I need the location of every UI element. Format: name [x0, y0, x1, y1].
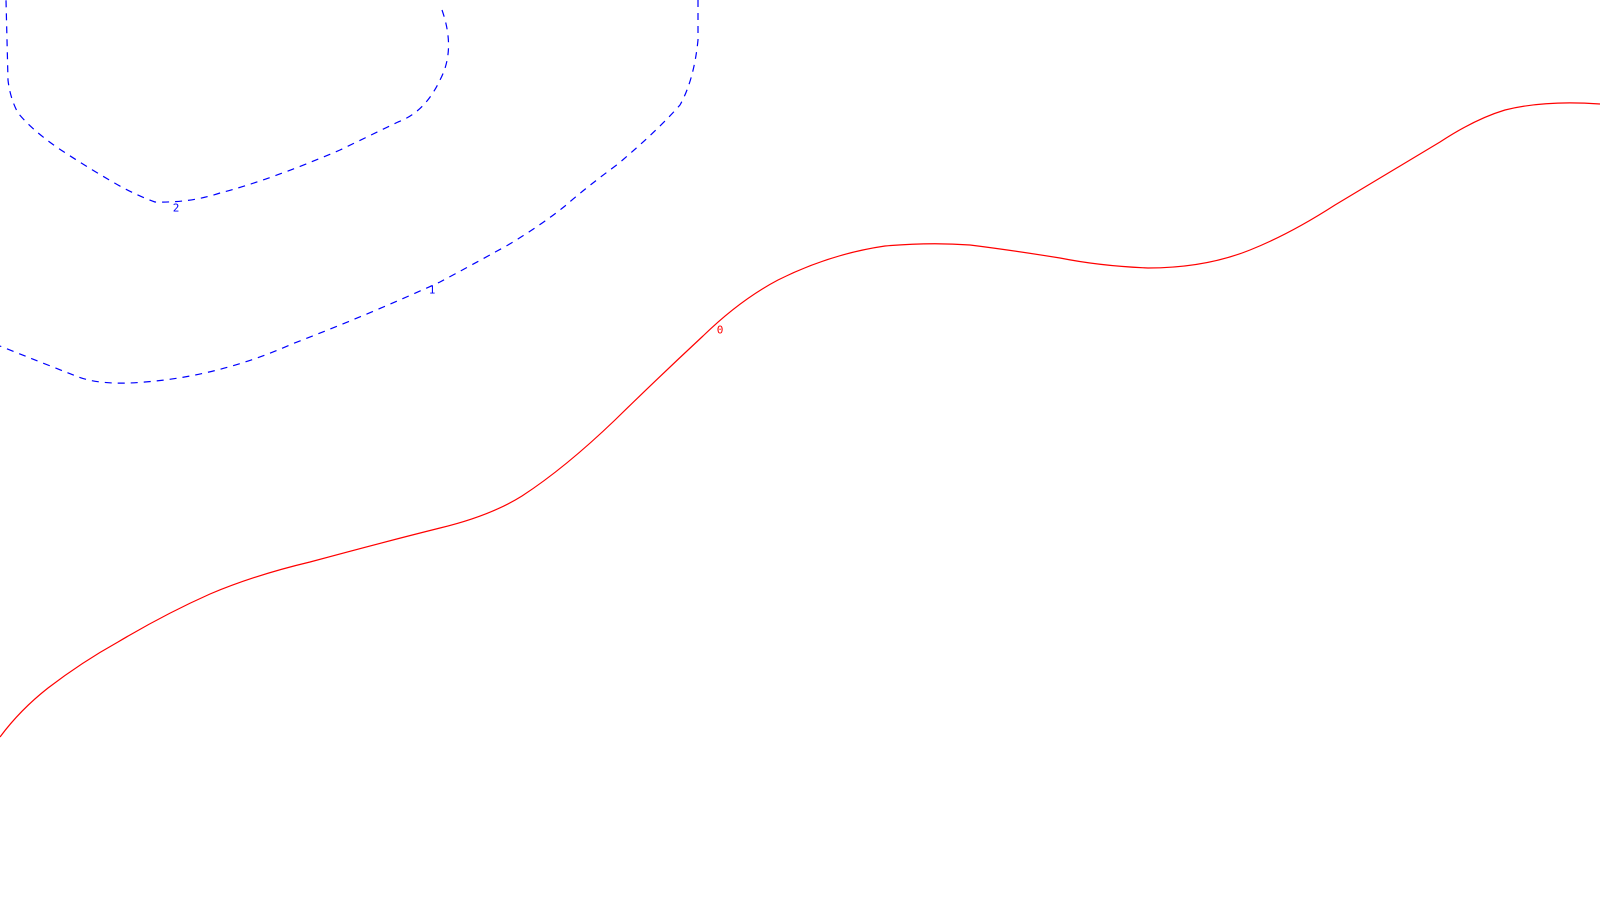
- contour-label-level-2: 2: [173, 202, 180, 215]
- contour-line-level-0: [0, 102, 1600, 738]
- contour-label-level-1: 1: [429, 284, 436, 297]
- contour-line-level-1: [0, 0, 699, 384]
- contour-level-1: 1: [0, 0, 699, 384]
- contour-line-level-2: [5, 0, 450, 203]
- contour-level-0: 0: [0, 102, 1600, 738]
- contour-level-2: 2: [5, 0, 450, 215]
- contour-label-level-0: 0: [717, 324, 724, 337]
